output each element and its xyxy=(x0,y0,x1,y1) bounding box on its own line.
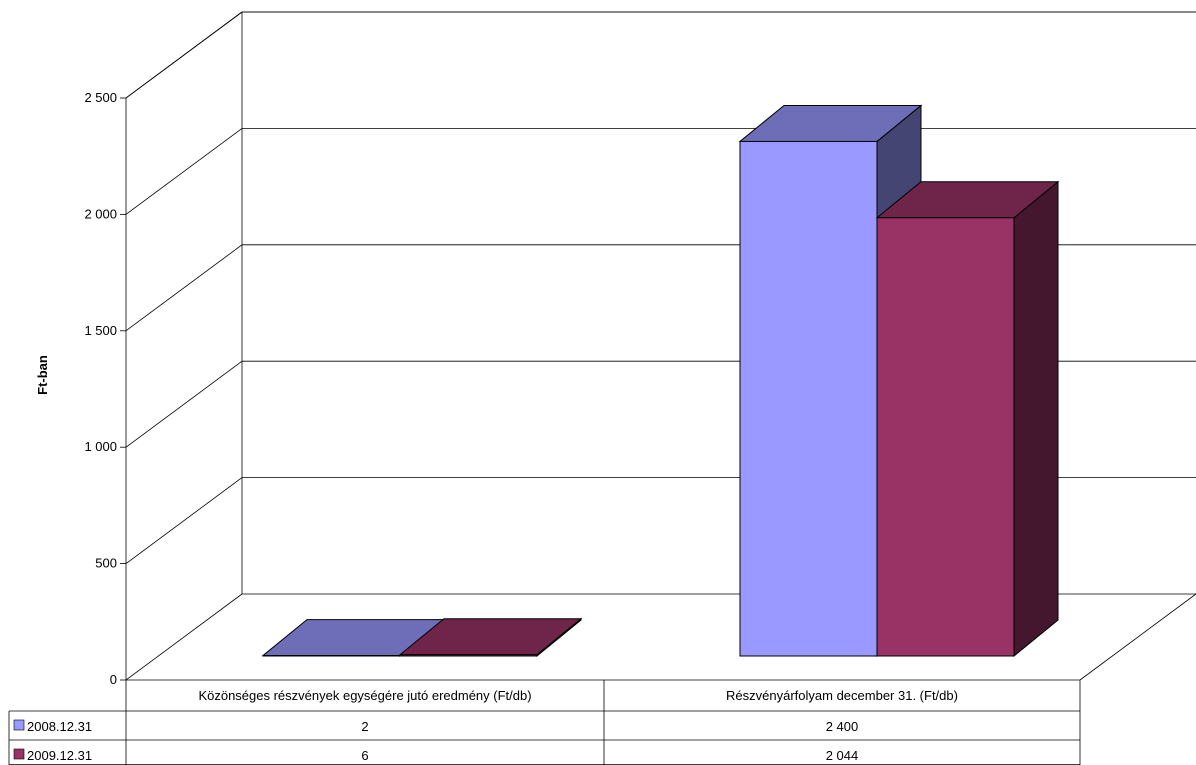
data-value: 2 xyxy=(361,719,368,734)
gridline-left-wall xyxy=(125,244,243,332)
y-tick-label: 1 000 xyxy=(84,439,117,454)
data-table: Közönséges részvények egységére jutó ere… xyxy=(8,680,1081,765)
bar xyxy=(876,217,1015,657)
floor-left-edge xyxy=(125,593,243,681)
y-tick-label: 2 500 xyxy=(84,90,117,105)
y-tick-label: 2 000 xyxy=(84,206,117,221)
y-tick-label: 0 xyxy=(110,672,117,687)
gridline-left-wall xyxy=(125,128,243,215)
series-name: 2009.12.31 xyxy=(27,748,92,763)
category-label: Közönséges részvények egységére jutó ere… xyxy=(198,688,531,703)
gridline-left-wall xyxy=(125,11,243,99)
legend-key xyxy=(13,748,25,760)
gridline-left-wall xyxy=(125,360,243,448)
bar xyxy=(399,654,538,657)
bar-side xyxy=(1013,180,1059,658)
y-axis-title: Ft-ban xyxy=(35,355,50,395)
data-value: 6 xyxy=(361,748,368,763)
bars xyxy=(261,104,1060,658)
data-value: 2 044 xyxy=(826,748,859,763)
legend-key xyxy=(13,719,25,731)
y-tick-label: 1 500 xyxy=(84,323,117,338)
y-tick-label: 500 xyxy=(95,556,117,571)
series-name: 2008.12.31 xyxy=(27,719,92,734)
category-label: Részvényárfolyam december 31. (Ft/db) xyxy=(726,688,958,703)
bar xyxy=(739,140,878,657)
data-value: 2 400 xyxy=(826,719,859,734)
y-axis: 0 500 1 000 1 500 2 000 2 500 xyxy=(84,90,126,687)
gridline-left-wall xyxy=(125,477,243,564)
floor-right-edge xyxy=(1079,593,1196,681)
